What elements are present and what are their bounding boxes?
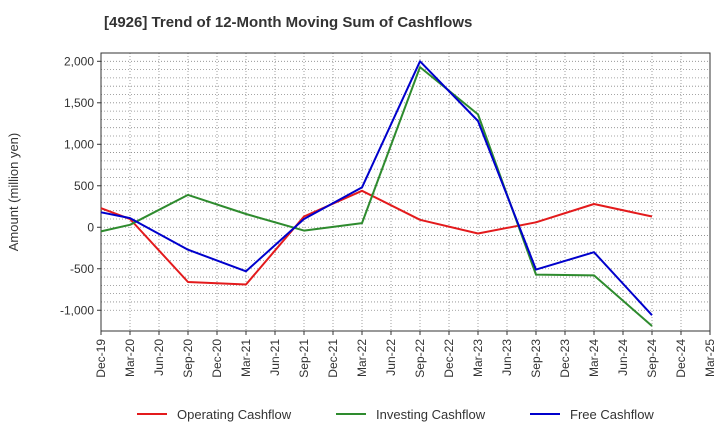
series-line-investing-cashflow (100, 66, 653, 327)
y-tick-label: -1,000 (60, 303, 94, 317)
x-axis: Dec-19 Mar-20 Jun-20 Sep-20 Dec-20 Mar-21 Jun-… (94, 331, 717, 378)
y-tick-label: 1,000 (64, 137, 94, 151)
x-tick-label: Dec-20 (210, 339, 224, 378)
x-tick-label: Sep-24 (645, 339, 659, 378)
chart-title: [4926] Trend of 12-Month Moving Sum of C… (104, 14, 473, 31)
y-tick-label: 0 (87, 220, 94, 234)
series-line-operating-cashflow (100, 189, 653, 286)
legend: Operating Cashflow Investing Cashflow Free… (137, 407, 654, 422)
x-tick-label: Sep-23 (529, 339, 543, 378)
legend-label-free-cashflow: Free Cashflow (570, 407, 654, 422)
y-axis: 2,000 1,500 1,000 500 0 -500 -1,000 (60, 54, 101, 317)
x-tick-label: Mar-21 (239, 339, 253, 377)
x-tick-label: Dec-21 (326, 339, 340, 378)
x-tick-label: Dec-23 (558, 339, 572, 378)
x-tick-label: Mar-22 (355, 339, 369, 377)
y-tick-label: 2,000 (64, 54, 94, 68)
x-tick-label: Sep-21 (297, 339, 311, 378)
x-tick-label: Dec-19 (94, 339, 108, 378)
y-tick-label: -500 (70, 262, 94, 276)
y-tick-label: 500 (74, 179, 94, 193)
x-tick-label: Jun-24 (616, 339, 630, 376)
series-line-free-cashflow (100, 60, 653, 316)
x-tick-label: Jun-21 (268, 339, 282, 376)
legend-label-operating-cashflow: Operating Cashflow (177, 407, 292, 422)
x-tick-label: Dec-22 (442, 339, 456, 378)
x-tick-label: Dec-24 (674, 339, 688, 378)
x-tick-label: Jun-23 (500, 339, 514, 376)
x-tick-label: Sep-20 (181, 339, 195, 378)
x-tick-label: Jun-22 (384, 339, 398, 376)
grid-lines (101, 53, 710, 331)
series-lines (100, 60, 653, 327)
x-tick-label: Mar-24 (587, 339, 601, 377)
legend-label-investing-cashflow: Investing Cashflow (376, 407, 486, 422)
y-axis-label: Amount (million yen) (6, 133, 21, 252)
y-tick-label: 1,500 (64, 96, 94, 110)
x-tick-label: Mar-20 (123, 339, 137, 377)
x-tick-label: Mar-25 (703, 339, 717, 377)
x-tick-label: Sep-22 (413, 339, 427, 378)
x-tick-label: Mar-23 (471, 339, 485, 377)
x-tick-label: Jun-20 (152, 339, 166, 376)
plot-frame (100, 52, 711, 332)
